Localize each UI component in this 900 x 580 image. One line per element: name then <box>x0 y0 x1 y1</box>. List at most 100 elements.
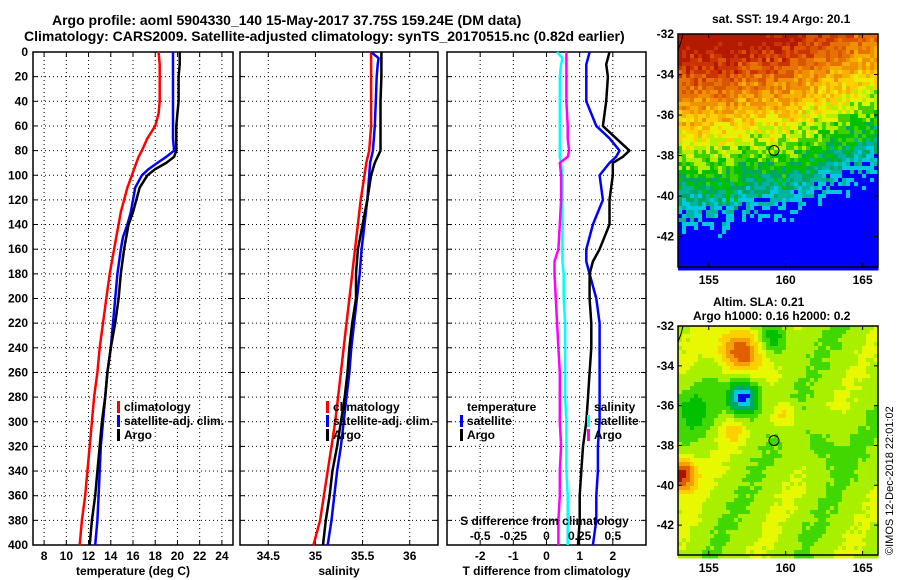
map-cell <box>734 422 739 427</box>
map-cell <box>862 146 867 151</box>
secondary-x-tick-label: 0.25 <box>568 529 592 543</box>
map-cell <box>718 442 723 447</box>
map-cell <box>754 138 759 143</box>
map-cell <box>838 210 843 215</box>
map-cell <box>786 170 791 175</box>
map-cell <box>678 114 683 119</box>
map-cell <box>710 170 715 175</box>
map-cell <box>830 134 835 139</box>
map-cell <box>746 266 751 271</box>
map-cell <box>838 430 843 435</box>
map-cell <box>822 54 827 59</box>
map-cell <box>698 50 703 55</box>
map-cell <box>794 234 799 239</box>
map-cell <box>770 450 775 455</box>
map-cell <box>826 366 831 371</box>
map-cell <box>742 362 747 367</box>
map-cell <box>850 186 855 191</box>
map-cell <box>810 66 815 71</box>
map-cell <box>814 162 819 167</box>
map-cell <box>722 186 727 191</box>
map-cell <box>726 386 731 391</box>
x-tick-label: 12 <box>82 549 96 563</box>
map-cell <box>686 366 691 371</box>
map-cell <box>714 350 719 355</box>
map-cell <box>818 242 823 247</box>
map-cell <box>778 42 783 47</box>
map-cell <box>834 62 839 67</box>
map-cell <box>870 166 875 171</box>
map-cell <box>858 86 863 91</box>
map-cell <box>718 334 723 339</box>
map-cell <box>706 374 711 379</box>
map-cell <box>706 190 711 195</box>
map-cell <box>702 350 707 355</box>
map-cell <box>766 210 771 215</box>
map-cell <box>842 246 847 251</box>
map-cell <box>746 66 751 71</box>
map-cell <box>866 62 871 67</box>
map-cell <box>850 250 855 255</box>
map-cell <box>794 86 799 91</box>
map-cell <box>714 258 719 263</box>
map-cell <box>682 162 687 167</box>
map-cell <box>866 430 871 435</box>
map-cell <box>842 390 847 395</box>
map-cell <box>754 34 759 39</box>
map-cell <box>706 334 711 339</box>
map-cell <box>750 222 755 227</box>
map-cell <box>826 442 831 447</box>
map-cell <box>678 338 683 343</box>
map-cell <box>738 262 743 267</box>
map-cell <box>814 138 819 143</box>
map-cell <box>698 422 703 427</box>
map-cell <box>834 374 839 379</box>
map-cell <box>782 166 787 171</box>
map-cell <box>714 354 719 359</box>
map-cell <box>874 422 879 427</box>
map-cell <box>706 98 711 103</box>
map-cell <box>818 250 823 255</box>
map-cell <box>710 38 715 43</box>
map-cell <box>686 370 691 375</box>
map-cell <box>738 94 743 99</box>
map-cell <box>874 70 879 75</box>
map-cell <box>682 414 687 419</box>
map-cell <box>822 362 827 367</box>
map-cell <box>754 58 759 63</box>
map-cell <box>702 174 707 179</box>
map-cell <box>758 402 763 407</box>
map-cell <box>714 70 719 75</box>
map-cell <box>786 362 791 367</box>
map-cell <box>686 118 691 123</box>
map-cell <box>830 230 835 235</box>
map-cell <box>694 418 699 423</box>
map-cell <box>854 158 859 163</box>
map-cell <box>774 406 779 411</box>
map-cell <box>770 42 775 47</box>
map-cell <box>786 98 791 103</box>
map-cell <box>730 338 735 343</box>
map-cell <box>698 66 703 71</box>
map-cell <box>690 34 695 39</box>
map-cell <box>866 70 871 75</box>
map-cell <box>746 90 751 95</box>
map-cell <box>742 34 747 39</box>
map-cell <box>842 146 847 151</box>
map-cell <box>798 170 803 175</box>
map-cell <box>862 450 867 455</box>
map-cell <box>798 258 803 263</box>
map-cell <box>778 166 783 171</box>
map-cell <box>782 190 787 195</box>
map-cell <box>730 74 735 79</box>
map-cell <box>798 126 803 131</box>
map-cell <box>822 134 827 139</box>
map-cell <box>682 114 687 119</box>
map-cell <box>814 194 819 199</box>
map-cell <box>874 162 879 167</box>
map-cell <box>730 374 735 379</box>
map-cell <box>842 106 847 111</box>
map-cell <box>790 58 795 63</box>
map-cell <box>726 98 731 103</box>
map-cell <box>802 446 807 451</box>
